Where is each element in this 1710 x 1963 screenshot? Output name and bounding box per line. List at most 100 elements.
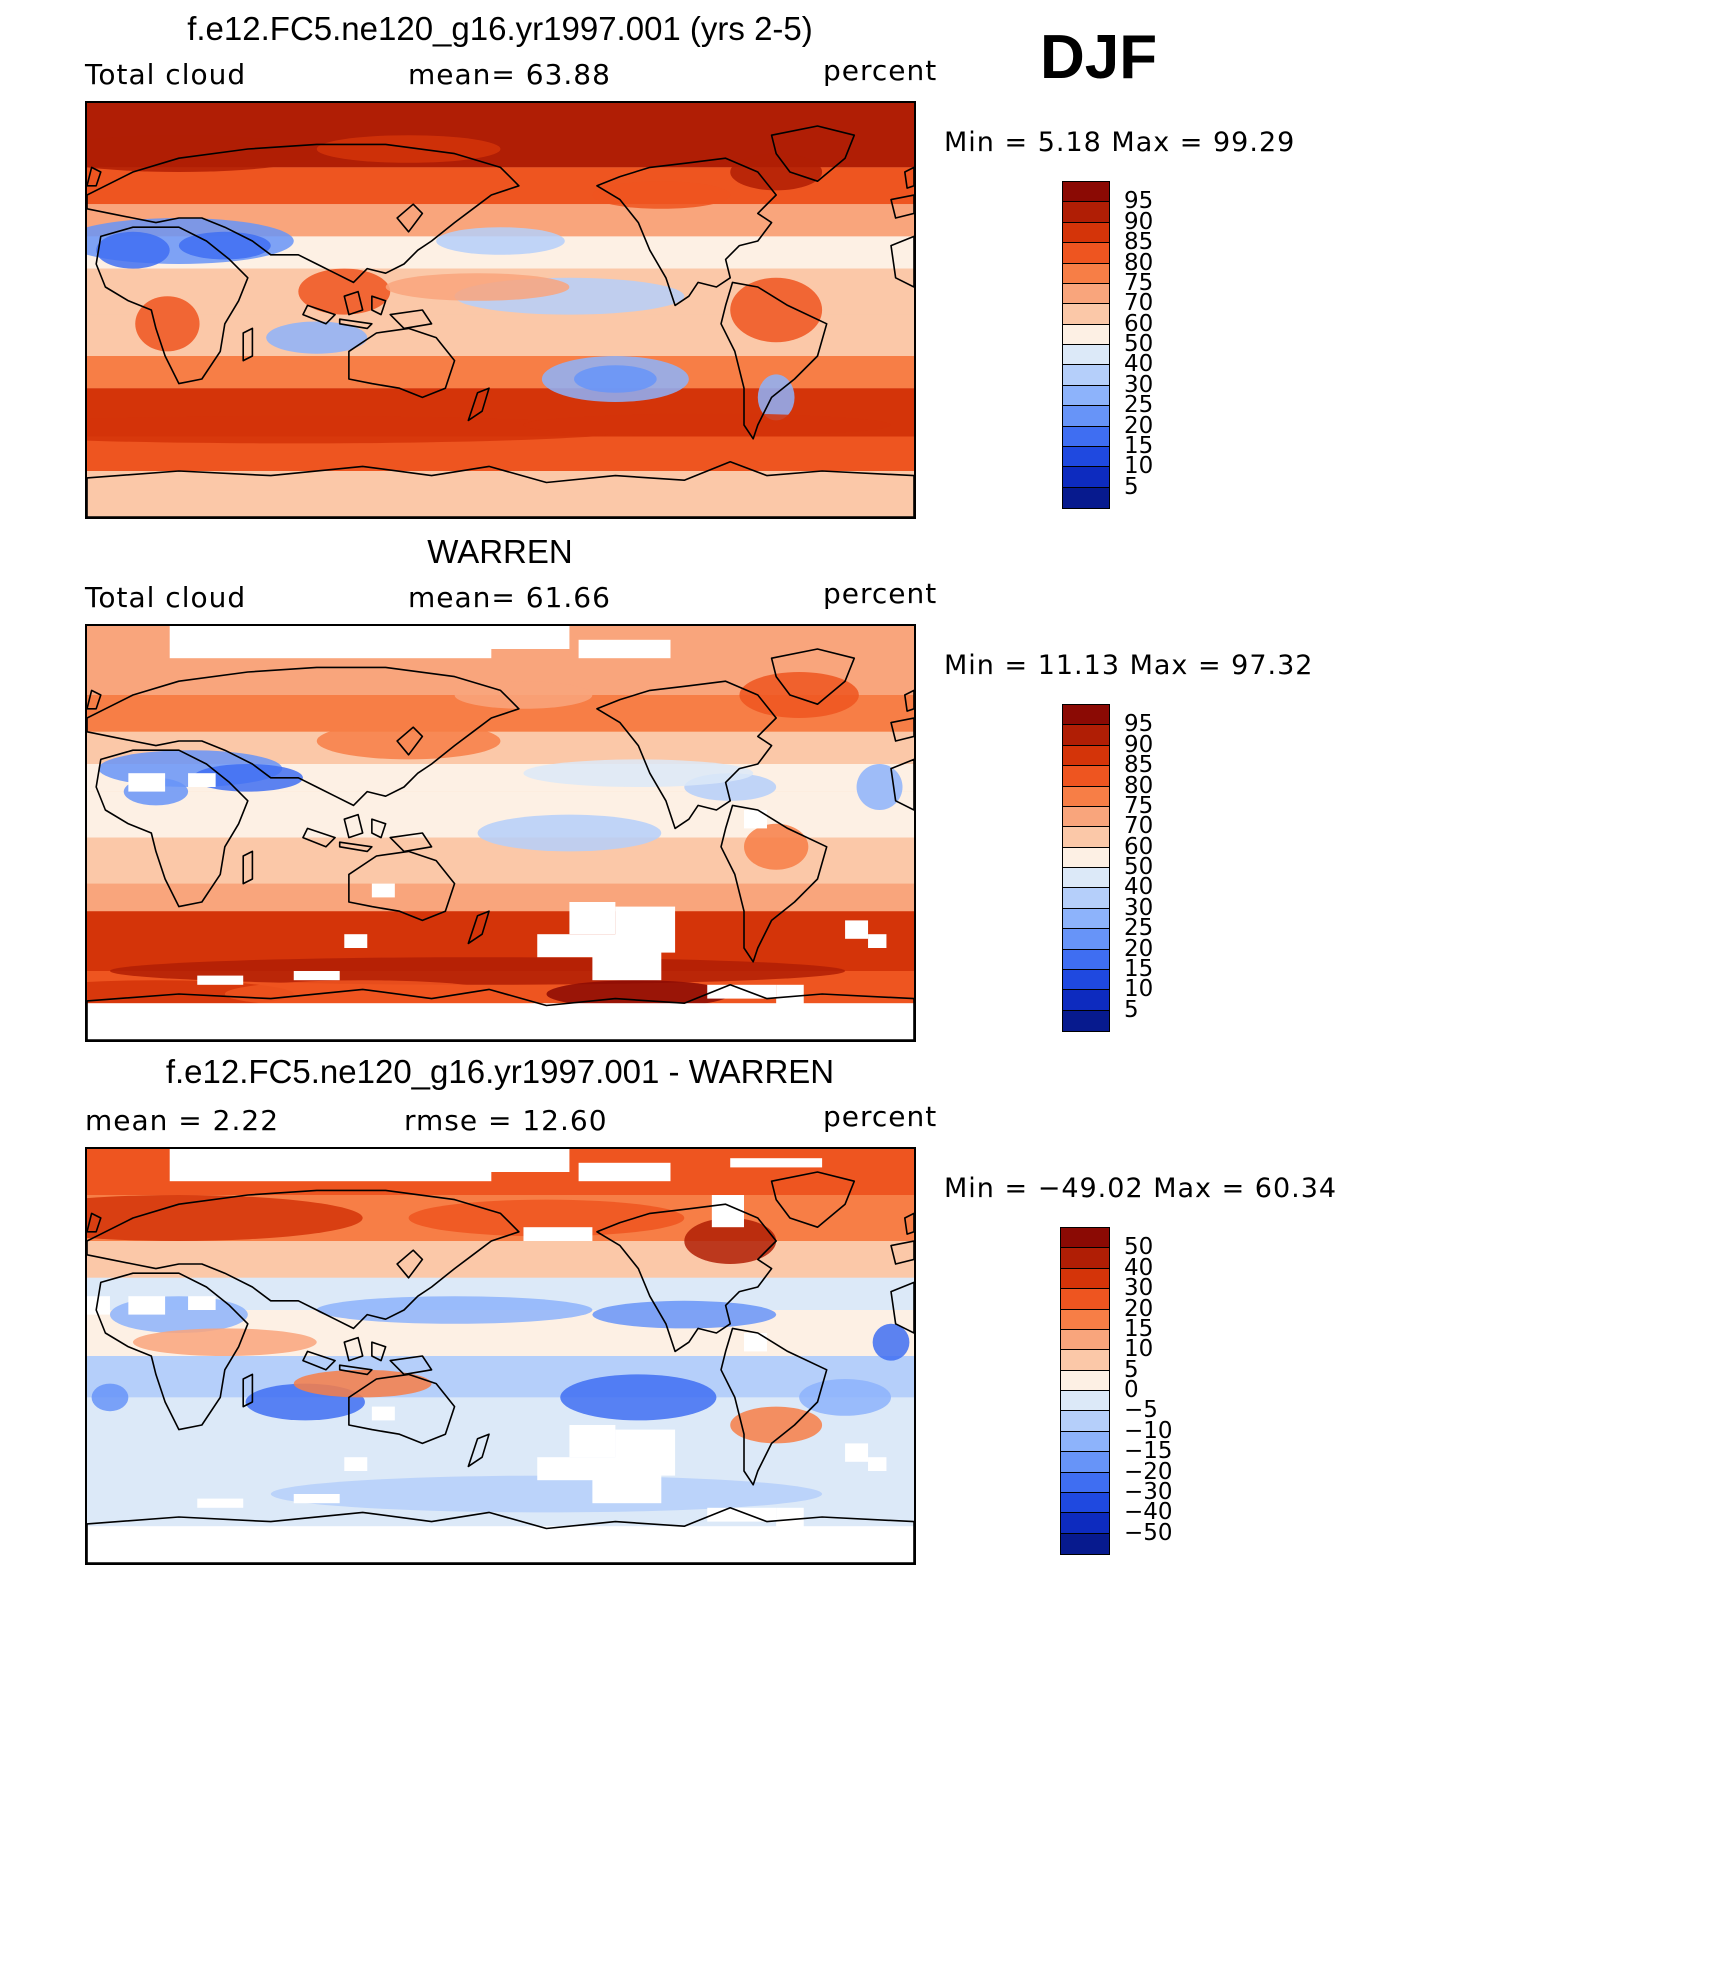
colorbar-swatch: [1061, 1248, 1109, 1269]
colorbar-swatch: [1063, 202, 1109, 223]
colorbar-tick-label: 40: [1124, 1254, 1154, 1281]
panel-title: f.e12.FC5.ne120_g16.yr1997.001 (yrs 2-5): [187, 10, 813, 47]
colorbar-swatch: [1063, 725, 1109, 746]
colorbar-swatch: [1061, 1452, 1109, 1473]
colorbar-tick-label: 70: [1124, 290, 1154, 317]
colorbar-swatch: [1063, 868, 1109, 889]
colorbar-tick-label: 90: [1124, 208, 1154, 235]
colorbar-tick-label: 50: [1124, 1234, 1154, 1261]
colorbar-swatch: [1063, 324, 1109, 345]
colorbar-tick-label: 80: [1124, 772, 1154, 799]
colorbar-swatch: [1063, 283, 1109, 305]
colorbar-tick-label: −20: [1124, 1458, 1173, 1485]
colorbar-swatch: [1063, 949, 1109, 970]
colorbar-tick-label: 50: [1124, 854, 1154, 880]
panel-title: WARREN: [427, 533, 573, 570]
colorbar-tick-label: −40: [1124, 1499, 1173, 1526]
colorbar-swatch: [1061, 1513, 1109, 1534]
mean-label: mean = 2.22: [85, 1104, 280, 1137]
colorbar-swatch: [1063, 908, 1109, 930]
colorbar-tick-label: 60: [1124, 310, 1154, 337]
colorbar-tick-label: 20: [1124, 935, 1154, 962]
colorbar-swatch: [1063, 446, 1109, 468]
colorbar-tick-label: 80: [1124, 249, 1154, 276]
min-max-label: Min = −49.02 Max = 60.34: [944, 1173, 1338, 1204]
colorbar-swatch: [1061, 1492, 1109, 1514]
colorbar-tick-label: 75: [1124, 792, 1154, 819]
colorbar-swatch: [1063, 1010, 1109, 1031]
colorbar-tick-label: 75: [1124, 269, 1154, 296]
colorbar-tick-label: 10: [1124, 453, 1154, 480]
colorbar-tick-label: 15: [1124, 432, 1154, 459]
colorbar: [1062, 704, 1110, 1032]
map-field: [87, 626, 914, 1040]
colorbar-swatch: [1063, 365, 1109, 386]
colorbar-tick-label: 85: [1124, 229, 1154, 256]
colorbar-swatch: [1061, 1472, 1109, 1493]
rmse-label: rmse = 12.60: [404, 1104, 608, 1137]
colorbar-tick-label: 40: [1124, 874, 1154, 901]
variable-label: Total cloud: [85, 58, 247, 91]
colorbar-tick-label: 20: [1124, 412, 1154, 439]
colorbar-swatch: [1063, 263, 1109, 284]
colorbar-swatch: [1063, 929, 1109, 950]
colorbar-swatch: [1063, 385, 1109, 407]
colorbar-tick-label: 30: [1124, 894, 1154, 921]
colorbar-swatch: [1063, 243, 1109, 264]
colorbar-tick-label: 0: [1124, 1377, 1139, 1403]
colorbar-tick-label: −10: [1124, 1417, 1173, 1444]
colorbar-swatch: [1061, 1228, 1109, 1249]
colorbar-tick-label: 25: [1124, 915, 1154, 942]
colorbar-swatch: [1061, 1268, 1109, 1290]
units-label: percent: [823, 1100, 938, 1133]
colorbar-tick-label: 50: [1124, 331, 1154, 357]
colorbar-swatch: [1063, 806, 1109, 828]
colorbar-swatch: [1061, 1370, 1109, 1391]
colorbar-tick-label: 5: [1124, 473, 1139, 500]
colorbar-swatch: [1063, 304, 1109, 325]
colorbar-tick-label: 25: [1124, 392, 1154, 419]
colorbar-tick-label: 15: [1124, 955, 1154, 982]
colorbar-tick-label: −50: [1124, 1519, 1173, 1546]
colorbar-tick-label: 5: [1124, 996, 1139, 1023]
colorbar-swatch: [1061, 1431, 1109, 1453]
colorbar-swatch: [1061, 1391, 1109, 1412]
colorbar-tick-label: −15: [1124, 1438, 1173, 1465]
colorbar-swatch: [1063, 345, 1109, 366]
colorbar-tick-label: 15: [1124, 1315, 1154, 1342]
colorbar-tick-label: 95: [1124, 711, 1154, 738]
map-observations: [85, 624, 916, 1042]
colorbar-tick-label: 70: [1124, 813, 1154, 840]
colorbar-swatch: [1061, 1411, 1109, 1432]
map-field: [87, 103, 914, 517]
colorbar-swatch: [1063, 222, 1109, 244]
variable-label: Total cloud: [85, 581, 247, 614]
colorbar-tick-label: 90: [1124, 731, 1154, 758]
colorbar-swatch: [1063, 406, 1109, 427]
colorbar-swatch: [1061, 1533, 1109, 1554]
colorbar-swatch: [1063, 990, 1109, 1011]
colorbar-swatch: [1061, 1289, 1109, 1310]
colorbar-tick-label: 30: [1124, 1275, 1154, 1302]
colorbar-tick-label: 10: [1124, 976, 1154, 1003]
map-field: [87, 1149, 914, 1563]
mean-label: mean= 61.66: [408, 581, 611, 614]
colorbar-tick-label: 60: [1124, 833, 1154, 860]
units-label: percent: [823, 577, 938, 610]
colorbar-swatch: [1063, 786, 1109, 807]
colorbar-tick-label: −30: [1124, 1478, 1173, 1505]
colorbar-tick-label: 10: [1124, 1336, 1154, 1363]
colorbar-tick-label: 30: [1124, 371, 1154, 398]
colorbar-tick-label: 20: [1124, 1295, 1154, 1322]
colorbar-tick-label: 95: [1124, 188, 1154, 215]
mean-label: mean= 63.88: [408, 58, 611, 91]
min-max-label: Min = 5.18 Max = 99.29: [944, 127, 1296, 158]
colorbar-swatch: [1063, 487, 1109, 508]
map-difference: [85, 1147, 916, 1565]
colorbar-swatch: [1063, 426, 1109, 447]
colorbar: [1060, 1227, 1110, 1555]
colorbar-swatch: [1061, 1350, 1109, 1371]
colorbar-tick-label: 5: [1124, 1356, 1139, 1383]
colorbar-tick-label: 40: [1124, 351, 1154, 378]
colorbar: [1062, 181, 1110, 509]
